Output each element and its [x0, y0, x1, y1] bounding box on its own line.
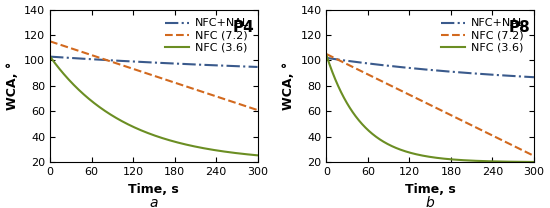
Line: NFC (7.2): NFC (7.2) — [50, 41, 257, 110]
NFC+NAL — [423, 68, 430, 71]
Line: NFC+NAL: NFC+NAL — [50, 57, 257, 67]
NFC (7.2) — [159, 77, 166, 80]
NFC (7.2) — [526, 152, 532, 155]
NFC+NAL — [147, 61, 153, 64]
NFC+NAL — [170, 62, 177, 65]
NFC (7.2) — [423, 102, 430, 104]
NFC (3.6) — [147, 132, 153, 135]
NFC (7.2) — [145, 73, 152, 75]
X-axis label: Time, s: Time, s — [405, 183, 455, 196]
NFC (7.2) — [217, 97, 223, 99]
NFC+NAL — [145, 61, 152, 64]
NFC+NAL — [447, 70, 453, 73]
NFC+NAL — [436, 69, 442, 72]
NFC+NAL — [217, 64, 223, 67]
NFC (7.2) — [422, 101, 428, 104]
NFC (3.6) — [447, 158, 453, 161]
Line: NFC (3.6): NFC (3.6) — [50, 57, 257, 155]
NFC (3.6) — [170, 140, 177, 143]
Text: b: b — [426, 196, 434, 208]
NFC+NAL — [526, 76, 532, 78]
NFC (7.2) — [493, 136, 500, 139]
NFC (3.6) — [249, 154, 256, 156]
NFC+NAL — [159, 62, 166, 64]
Text: P4: P4 — [233, 20, 255, 35]
Y-axis label: WCA, °: WCA, ° — [282, 62, 295, 110]
NFC (3.6) — [217, 150, 223, 152]
NFC+NAL — [422, 68, 428, 71]
X-axis label: Time, s: Time, s — [129, 183, 179, 196]
NFC+NAL — [254, 66, 261, 68]
Line: NFC (3.6): NFC (3.6) — [327, 55, 534, 162]
NFC (3.6) — [493, 160, 500, 163]
Line: NFC (7.2): NFC (7.2) — [327, 54, 534, 156]
NFC (7.2) — [47, 40, 53, 43]
Text: P8: P8 — [509, 20, 531, 35]
NFC (3.6) — [531, 161, 537, 163]
NFC (3.6) — [323, 54, 330, 57]
NFC (3.6) — [526, 161, 532, 163]
NFC (3.6) — [254, 154, 261, 157]
NFC+NAL — [531, 76, 537, 78]
NFC (3.6) — [159, 137, 166, 139]
NFC (7.2) — [323, 53, 330, 55]
Legend: NFC+NAL, NFC (7.2), NFC (3.6): NFC+NAL, NFC (7.2), NFC (3.6) — [161, 15, 252, 56]
NFC+NAL — [493, 74, 500, 76]
NFC+NAL — [47, 55, 53, 58]
NFC (7.2) — [170, 81, 177, 83]
NFC+NAL — [323, 57, 330, 59]
NFC (3.6) — [423, 155, 430, 157]
NFC (7.2) — [447, 113, 453, 116]
NFC (3.6) — [436, 157, 442, 159]
NFC (7.2) — [531, 155, 537, 157]
NFC (3.6) — [422, 155, 428, 157]
Line: NFC+NAL: NFC+NAL — [327, 58, 534, 77]
NFC+NAL — [249, 66, 256, 68]
NFC (7.2) — [249, 107, 256, 110]
NFC (7.2) — [254, 109, 261, 111]
NFC (7.2) — [436, 108, 442, 110]
Legend: NFC+NAL, NFC (7.2), NFC (3.6): NFC+NAL, NFC (7.2), NFC (3.6) — [438, 15, 529, 56]
NFC (7.2) — [147, 73, 153, 76]
NFC (3.6) — [145, 132, 152, 135]
NFC (3.6) — [47, 55, 53, 58]
Y-axis label: WCA, °: WCA, ° — [6, 62, 19, 110]
Text: a: a — [150, 196, 158, 208]
